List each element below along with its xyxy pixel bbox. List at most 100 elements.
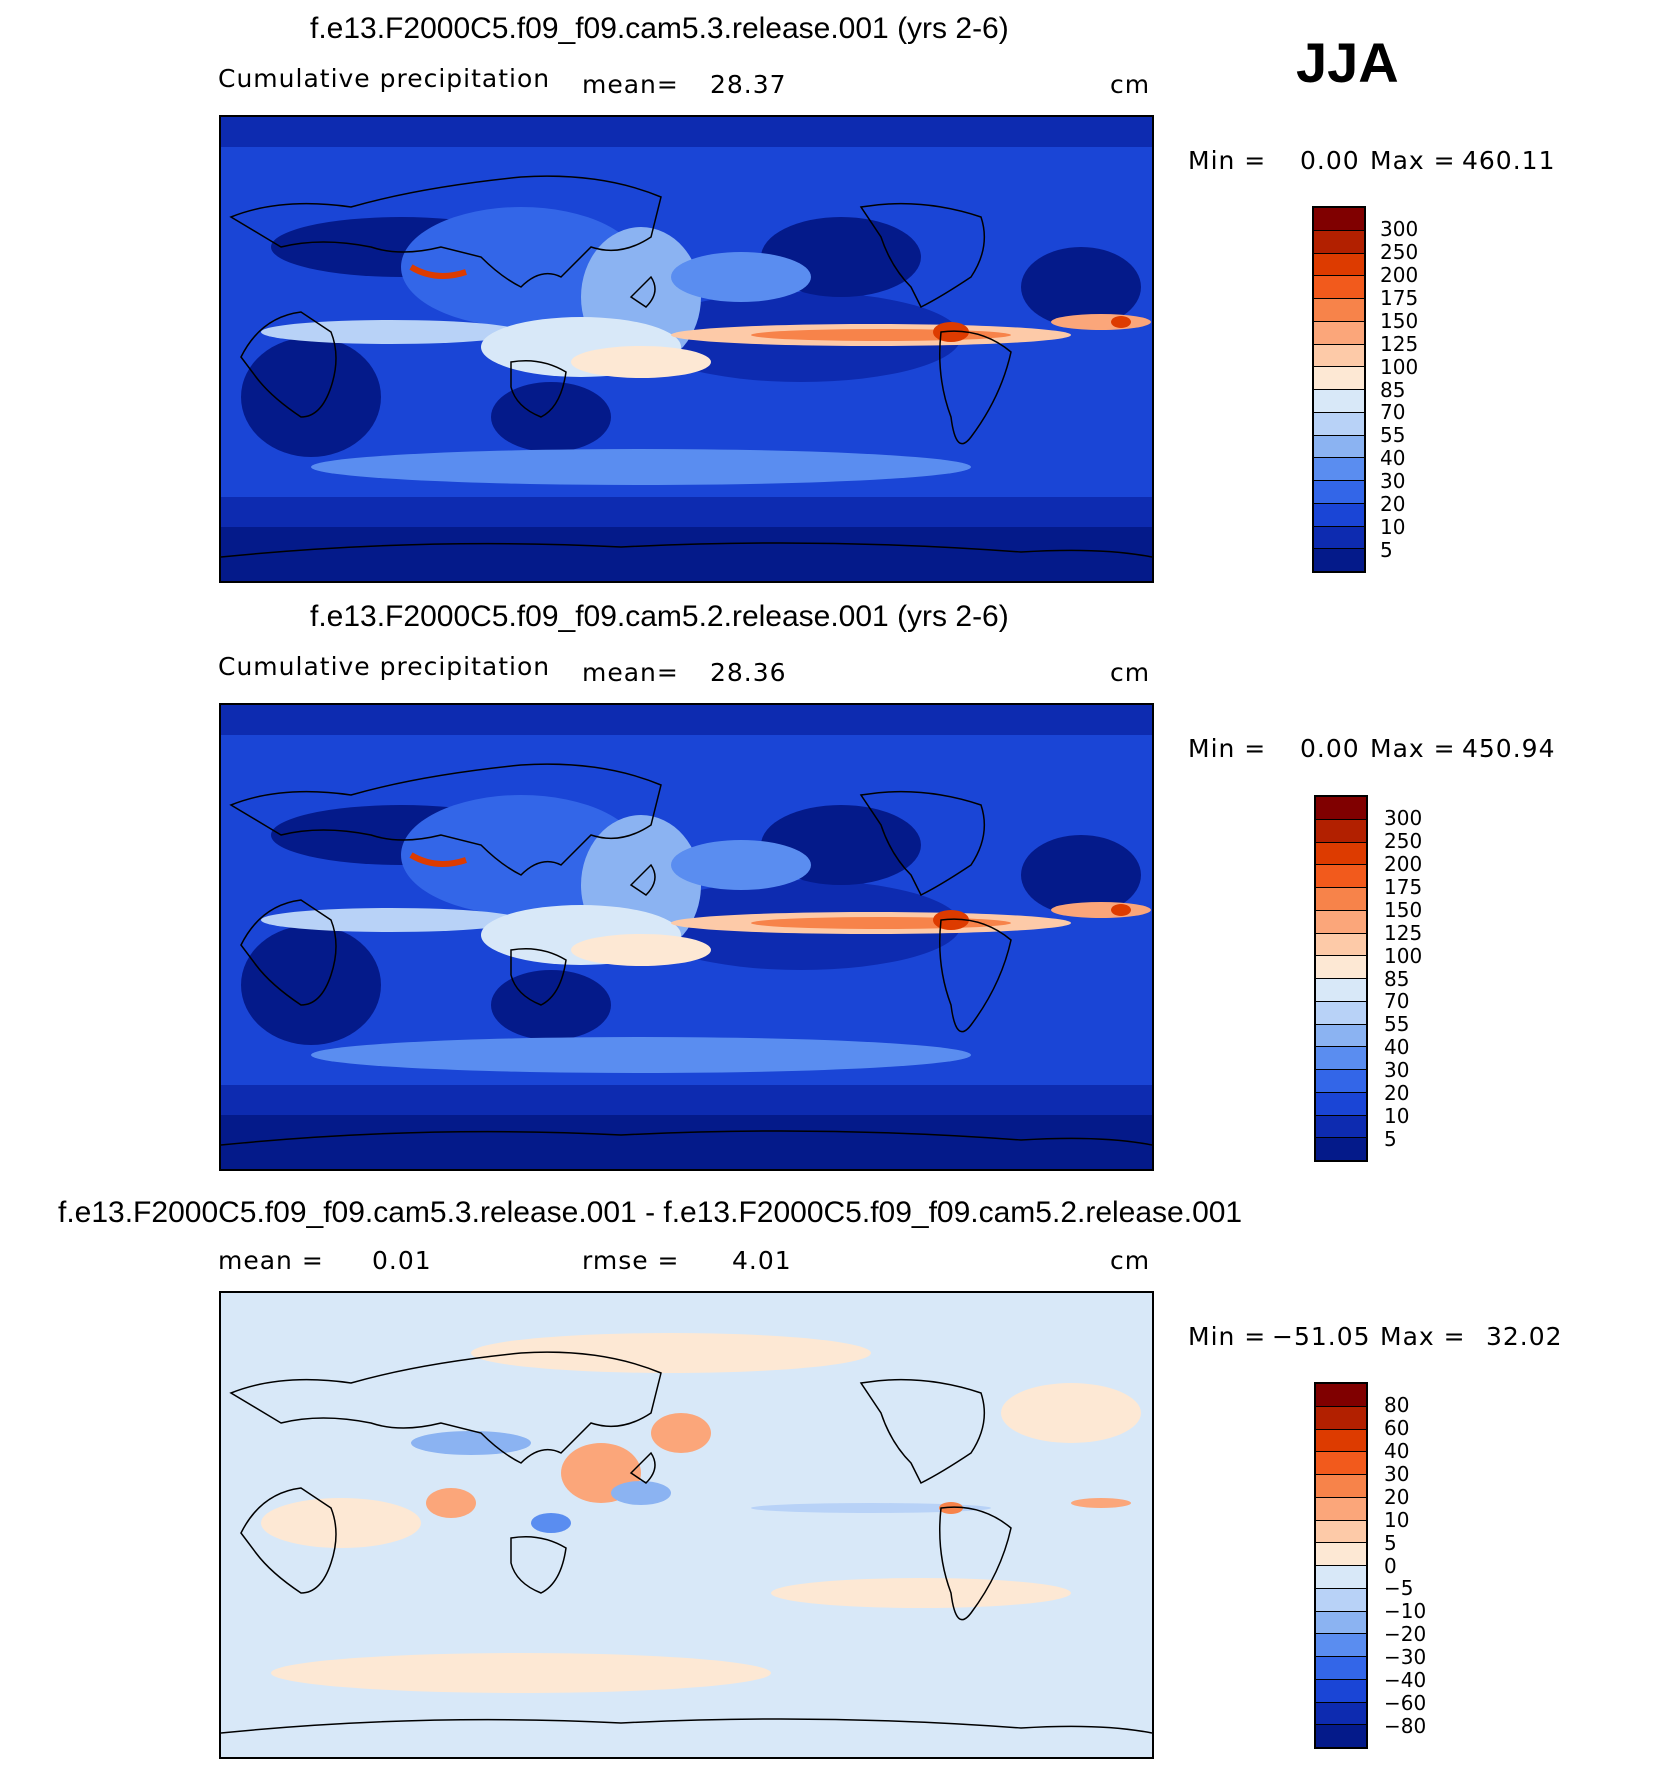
colorbar-labels: 300 250 200 175 150 125 100 85 70 55 40 30 20 10 5 xyxy=(1380,206,1460,573)
precipitation-map xyxy=(219,115,1154,583)
colorbar-segment xyxy=(1316,865,1366,888)
min-value: 0.00 xyxy=(1300,146,1360,175)
colorbar-label: 10 xyxy=(1384,1507,1410,1532)
colorbar-segment xyxy=(1316,1497,1366,1521)
colorbar-segment xyxy=(1316,1520,1366,1544)
coastlines xyxy=(221,175,1152,558)
colorbar-segment xyxy=(1316,1429,1366,1453)
colorbar-label: 125 xyxy=(1380,331,1419,356)
colorbar-label: 10 xyxy=(1380,515,1406,540)
min-label: Min = xyxy=(1188,734,1267,763)
colorbar-label: 40 xyxy=(1384,1438,1410,1463)
colorbar-label: −60 xyxy=(1384,1691,1427,1716)
colorbar-segment xyxy=(1314,276,1364,299)
colorbar-label: 125 xyxy=(1384,920,1423,945)
colorbar-segment xyxy=(1314,503,1364,527)
panel-title: f.e13.F2000C5.f09_f09.cam5.3.release.001… xyxy=(310,12,1009,45)
colorbar-segment xyxy=(1316,1588,1366,1612)
colorbar-segment xyxy=(1314,549,1364,571)
precipitation-map xyxy=(219,703,1154,1171)
min-label: Min = xyxy=(1188,146,1267,175)
max-label: Max = xyxy=(1370,734,1456,763)
colorbar-segment xyxy=(1314,412,1364,436)
colorbar-label: −20 xyxy=(1384,1622,1427,1647)
colorbar-segment xyxy=(1316,1725,1366,1747)
season-label: JJA xyxy=(1296,31,1399,94)
panel-title: f.e13.F2000C5.f09_f09.cam5.3.release.001… xyxy=(58,1196,1243,1229)
colorbar-segment xyxy=(1316,1657,1366,1680)
rmse-value: 4.01 xyxy=(732,1246,792,1275)
map-svg xyxy=(221,117,1152,581)
colorbar-segment xyxy=(1316,933,1366,957)
colorbar-segment xyxy=(1314,321,1364,345)
min-label: Min = xyxy=(1188,1322,1267,1351)
colorbar-label: −5 xyxy=(1384,1576,1414,1601)
colorbar-segment xyxy=(1316,1475,1366,1498)
colorbar-segment xyxy=(1316,1092,1366,1116)
colorbar-label: 40 xyxy=(1384,1035,1410,1060)
colorbar-segment xyxy=(1316,1384,1366,1407)
colorbar-segment xyxy=(1316,1543,1366,1566)
colorbar-segment xyxy=(1316,842,1366,866)
colorbar-segment xyxy=(1316,1634,1366,1657)
colorbar-segment xyxy=(1314,390,1364,413)
colorbar-segment xyxy=(1316,1070,1366,1093)
colorbar-label: 20 xyxy=(1380,492,1406,517)
min-value: 0.00 xyxy=(1300,734,1360,763)
colorbar-segment xyxy=(1314,344,1364,368)
colorbar-segment xyxy=(1316,1611,1366,1635)
colorbar-label: −80 xyxy=(1384,1714,1427,1739)
colorbar-segment xyxy=(1316,1001,1366,1025)
colorbar-label: 30 xyxy=(1380,469,1406,494)
colorbar-segment xyxy=(1316,956,1366,979)
colorbar-label: 5 xyxy=(1380,538,1393,563)
colorbar-segment xyxy=(1316,1406,1366,1430)
colorbar xyxy=(1314,795,1368,1162)
colorbar-labels: 80 60 40 30 20 10 5 0 −5 −10 −20 −30 −40 −60 −80 xyxy=(1384,1382,1464,1749)
colorbar-segment xyxy=(1314,253,1364,277)
colorbar-label: 0 xyxy=(1384,1553,1397,1578)
colorbar-label: −30 xyxy=(1384,1645,1427,1670)
coastlines xyxy=(221,1351,1152,1734)
colorbar-label: −10 xyxy=(1384,1599,1427,1624)
rmse-label: rmse = xyxy=(582,1246,680,1275)
colorbar-label: 200 xyxy=(1380,262,1419,287)
colorbar-label: 70 xyxy=(1380,400,1406,425)
colorbar-label: 85 xyxy=(1384,966,1410,991)
max-value: 460.11 xyxy=(1462,146,1556,175)
colorbar-label: 5 xyxy=(1384,1530,1397,1555)
colorbar-segment xyxy=(1316,797,1366,820)
colorbar-label: 100 xyxy=(1380,354,1419,379)
colorbar-label: 80 xyxy=(1384,1392,1410,1417)
colorbar-label: 30 xyxy=(1384,1461,1410,1486)
colorbar-label: 20 xyxy=(1384,1081,1410,1106)
colorbar-label: 55 xyxy=(1380,423,1406,448)
colorbar-segment xyxy=(1314,367,1364,390)
colorbar-label: 250 xyxy=(1384,828,1423,853)
panel-subtitle: Cumulative precipitation xyxy=(218,652,551,681)
colorbar-segment xyxy=(1316,888,1366,911)
colorbar-label: 30 xyxy=(1384,1058,1410,1083)
mean-value: 28.37 xyxy=(710,70,787,99)
colorbar-segment xyxy=(1316,1047,1366,1070)
mean-label: mean= xyxy=(582,658,679,687)
colorbar-segment xyxy=(1316,1702,1366,1726)
colorbar-labels: 300 250 200 175 150 125 100 85 70 55 40 30 20 10 5 xyxy=(1384,795,1464,1162)
colorbar-label: 85 xyxy=(1380,377,1406,402)
colorbar-label: 200 xyxy=(1384,851,1423,876)
colorbar-label: 55 xyxy=(1384,1012,1410,1037)
colorbar-segment xyxy=(1316,979,1366,1002)
map-svg xyxy=(221,1293,1152,1757)
colorbar-label: 250 xyxy=(1380,239,1419,264)
colorbar-segment xyxy=(1316,1024,1366,1048)
colorbar-segment xyxy=(1314,481,1364,504)
max-label: Max = xyxy=(1370,146,1456,175)
panel-subtitle: Cumulative precipitation xyxy=(218,64,551,93)
colorbar-segment xyxy=(1314,435,1364,459)
max-value: 32.02 xyxy=(1486,1322,1563,1351)
colorbar-label: 5 xyxy=(1384,1127,1397,1152)
colorbar-label: 175 xyxy=(1384,874,1423,899)
coastlines xyxy=(221,763,1152,1146)
mean-value: 28.36 xyxy=(710,658,787,687)
colorbar-label: 100 xyxy=(1384,943,1423,968)
